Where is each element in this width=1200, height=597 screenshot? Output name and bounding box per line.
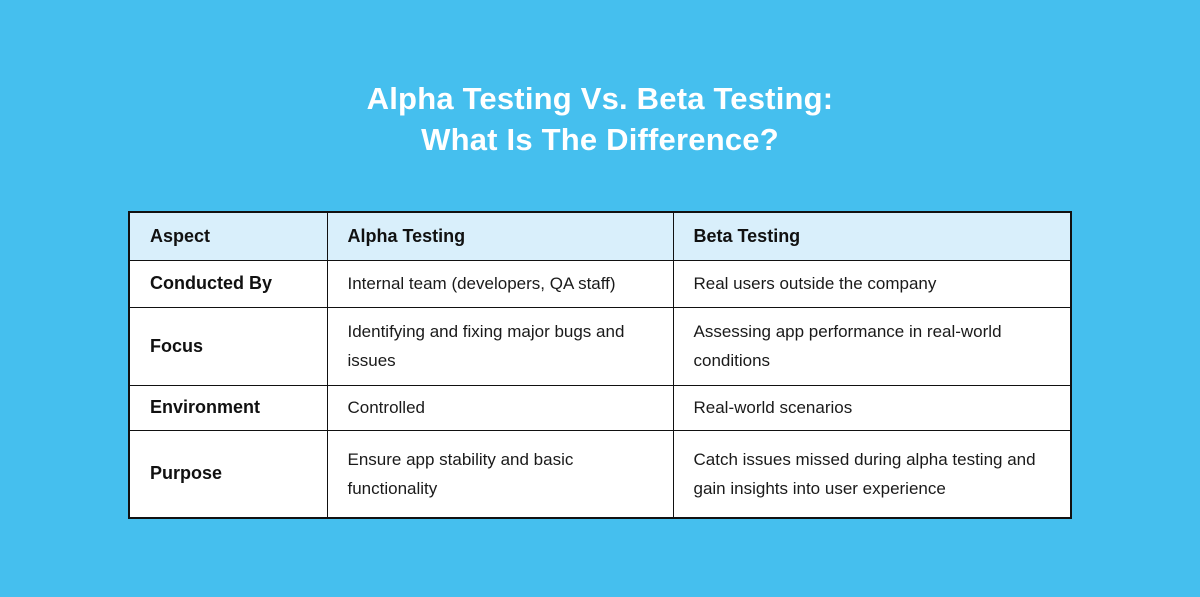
- column-header-aspect: Aspect: [128, 211, 328, 261]
- row-aspect-label: Purpose: [128, 429, 328, 519]
- row-aspect-label: Conducted By: [128, 259, 328, 308]
- row-beta-value: Real users outside the company: [672, 259, 1072, 308]
- page-title-line1: Alpha Testing Vs. Beta Testing:: [366, 81, 834, 116]
- page-title-line2: What Is The Difference?: [421, 122, 779, 157]
- row-alpha-value: Identifying and fixing major bugs and is…: [326, 306, 674, 386]
- row-alpha-value: Ensure app stability and basic functiona…: [326, 429, 674, 519]
- comparison-table-container: Aspect Alpha Testing Beta Testing Conduc…: [128, 211, 1072, 519]
- column-header-alpha-testing: Alpha Testing: [326, 211, 674, 261]
- page-title: Alpha Testing Vs. Beta Testing: What Is …: [0, 78, 1200, 160]
- row-beta-value: Assessing app performance in real-world …: [672, 306, 1072, 386]
- table-row: Focus Identifying and fixing major bugs …: [128, 306, 1072, 386]
- row-alpha-value: Controlled: [326, 384, 674, 431]
- table-row: Purpose Ensure app stability and basic f…: [128, 429, 1072, 519]
- table-header-row: Aspect Alpha Testing Beta Testing: [128, 211, 1072, 261]
- table-row: Environment Controlled Real-world scenar…: [128, 384, 1072, 431]
- row-beta-value: Catch issues missed during alpha testing…: [672, 429, 1072, 519]
- column-header-beta-testing: Beta Testing: [672, 211, 1072, 261]
- table-row: Conducted By Internal team (developers, …: [128, 259, 1072, 308]
- row-beta-value: Real-world scenarios: [672, 384, 1072, 431]
- comparison-table: Aspect Alpha Testing Beta Testing Conduc…: [128, 211, 1072, 519]
- row-aspect-label: Environment: [128, 384, 328, 431]
- row-alpha-value: Internal team (developers, QA staff): [326, 259, 674, 308]
- row-aspect-label: Focus: [128, 306, 328, 386]
